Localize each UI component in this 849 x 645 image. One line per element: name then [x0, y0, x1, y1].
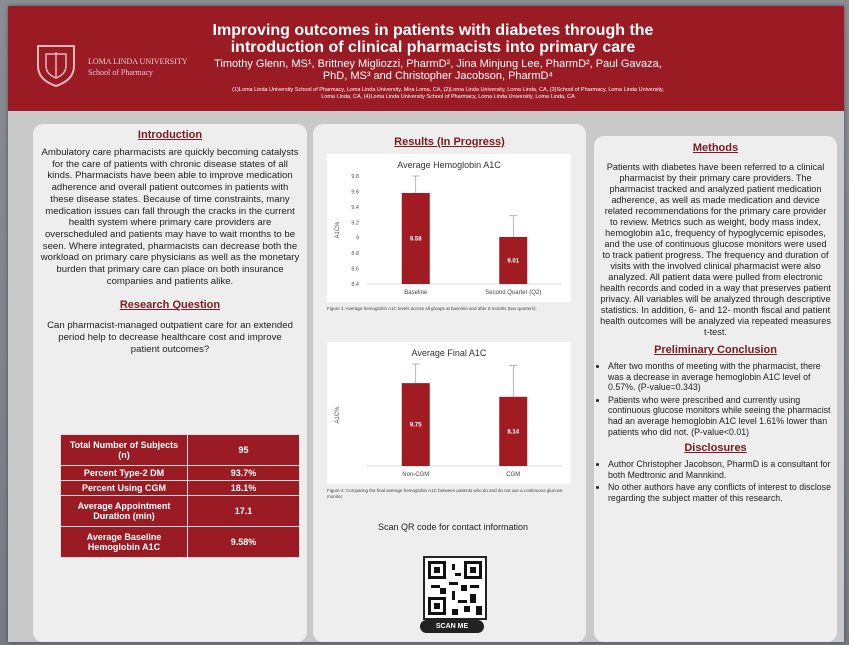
data-label: 9.01 — [507, 258, 519, 264]
table-cell-value: 17.1 — [187, 495, 300, 527]
x-tick-label: CGM — [506, 472, 520, 478]
data-label: 9.58 — [410, 236, 422, 242]
poster-title: Improving outcomes in patients with diab… — [212, 22, 654, 56]
list-item: No other authors have any conflicts of i… — [608, 482, 837, 503]
column-right: Methods Patients with diabetes have been… — [594, 136, 837, 642]
figure-caption: Figure 1: Average hemoglobin A1C levels … — [327, 306, 537, 311]
list-item: After two months of meeting with the pha… — [608, 361, 837, 393]
table-row: Percent Using CGM 18.1% — [60, 480, 300, 496]
conclusion-list: After two months of meeting with the pha… — [594, 361, 837, 437]
y-axis-label: A1C% — [335, 221, 341, 239]
qr-text: Scan QR code for contact information — [377, 522, 529, 532]
y-tick-label: 9.8 — [351, 174, 359, 180]
table-row: Percent Type-2 DM 93.7% — [60, 465, 300, 481]
table-cell-value: 18.1% — [187, 480, 300, 496]
research-question-text: Can pharmacist-managed outpatient care f… — [47, 320, 293, 355]
scan-me-label: SCAN ME — [435, 623, 469, 630]
scan-me-badge: SCAN ME — [420, 620, 484, 633]
table-cell-value: 9.58% — [187, 526, 300, 558]
column-left: Introduction Ambulatory care pharmacists… — [33, 124, 307, 642]
chart-bar — [499, 236, 528, 284]
data-label: 9.75 — [410, 423, 422, 429]
poster-affiliations: (1)Loma Linda University School of Pharm… — [232, 87, 664, 100]
poster-authors: Timothy Glenn, MS¹, Brittney Migliozzi, … — [214, 58, 662, 82]
y-axis-label: A1C% — [335, 406, 341, 424]
table-row: Total Number of Subjects (n) 95 — [60, 434, 300, 466]
list-item: Author Christopher Jacobson, PharmD is a… — [608, 459, 837, 480]
table-cell-value: 93.7% — [187, 465, 300, 481]
disclosures-heading: Disclosures — [684, 442, 747, 455]
chart-final-a1c: Average Final A1C A1C% 9.75 Non-CGM 8.14 CGM — [327, 342, 571, 484]
methods-heading: Methods — [692, 142, 739, 154]
poster-header: LOMA LINDA UNIVERSITY School of Pharmacy… — [8, 6, 844, 111]
chart-hemoglobin: Average Hemoglobin A1C A1C% 8.4 8.6 8.8 9 9.2… — [327, 154, 571, 302]
school-label: School of Pharmacy — [88, 68, 153, 77]
introduction-text: Ambulatory care pharmacists are quickly … — [40, 147, 300, 287]
research-question-heading: Research Question — [119, 299, 221, 312]
poster: LOMA LINDA UNIVERSITY School of Pharmacy… — [8, 6, 844, 642]
chart-bar — [499, 396, 528, 466]
table-row: Average Baseline Hemoglobin A1C 9.58% — [60, 526, 300, 558]
chart-title: Average Final A1C — [411, 348, 487, 358]
y-tick-label: 8.6 — [351, 267, 359, 273]
chart-title: Average Hemoglobin A1C — [397, 160, 501, 170]
y-tick-label: 9.4 — [351, 205, 359, 211]
table-cell-label: Average Appointment Duration (min) — [60, 495, 188, 527]
qr-code-icon[interactable] — [423, 556, 487, 620]
conclusion-heading: Preliminary Conclusion — [654, 344, 777, 356]
x-tick-label: Second Quarter (Q2) — [485, 290, 541, 296]
university-name: LOMA LINDA UNIVERSITY School of Pharmacy — [88, 56, 188, 78]
table-cell-label: Average Baseline Hemoglobin A1C — [60, 526, 188, 558]
disclosures-list: Author Christopher Jacobson, PharmD is a… — [594, 459, 837, 503]
table-cell-label: Percent Using CGM — [60, 480, 188, 496]
table-cell-value: 95 — [187, 434, 300, 466]
chart-svg: A1C% 9.75 Non-CGM 8.14 CGM — [335, 363, 562, 478]
y-tick-label: 8.8 — [351, 251, 359, 257]
y-tick-label: 9 — [356, 236, 359, 242]
y-tick-label: 9.6 — [351, 189, 359, 195]
y-tick-label: 9.2 — [351, 220, 359, 226]
table-cell-label: Percent Type-2 DM — [60, 465, 188, 481]
data-label: 8.14 — [507, 429, 519, 435]
chart-svg: A1C% 8.4 8.6 8.8 9 9.2 9.4 9.6 9.8 9.58 Baseline 9.… — [335, 174, 562, 296]
table-cell-label: Total Number of Subjects (n) — [60, 434, 188, 466]
methods-text: Patients with diabetes have been referre… — [600, 162, 831, 337]
university-label: LOMA LINDA UNIVERSITY — [88, 57, 188, 66]
list-item: Patients who were prescribed and current… — [608, 395, 837, 437]
results-heading: Results (In Progress) — [394, 136, 505, 148]
chart-bar — [401, 383, 430, 466]
x-tick-label: Baseline — [404, 290, 428, 296]
introduction-heading: Introduction — [137, 129, 203, 141]
table-row: Average Appointment Duration (min) 17.1 — [60, 495, 300, 527]
stats-table: Total Number of Subjects (n) 95 Percent … — [60, 434, 300, 558]
chart-bar — [401, 192, 430, 284]
column-middle: Results (In Progress) Average Hemoglobin… — [313, 124, 586, 642]
y-tick-label: 8.4 — [351, 282, 359, 288]
university-seal-icon — [37, 45, 75, 88]
x-tick-label: Non-CGM — [402, 472, 429, 478]
figure-caption: Figure 2: Comparing the final average he… — [327, 488, 563, 499]
